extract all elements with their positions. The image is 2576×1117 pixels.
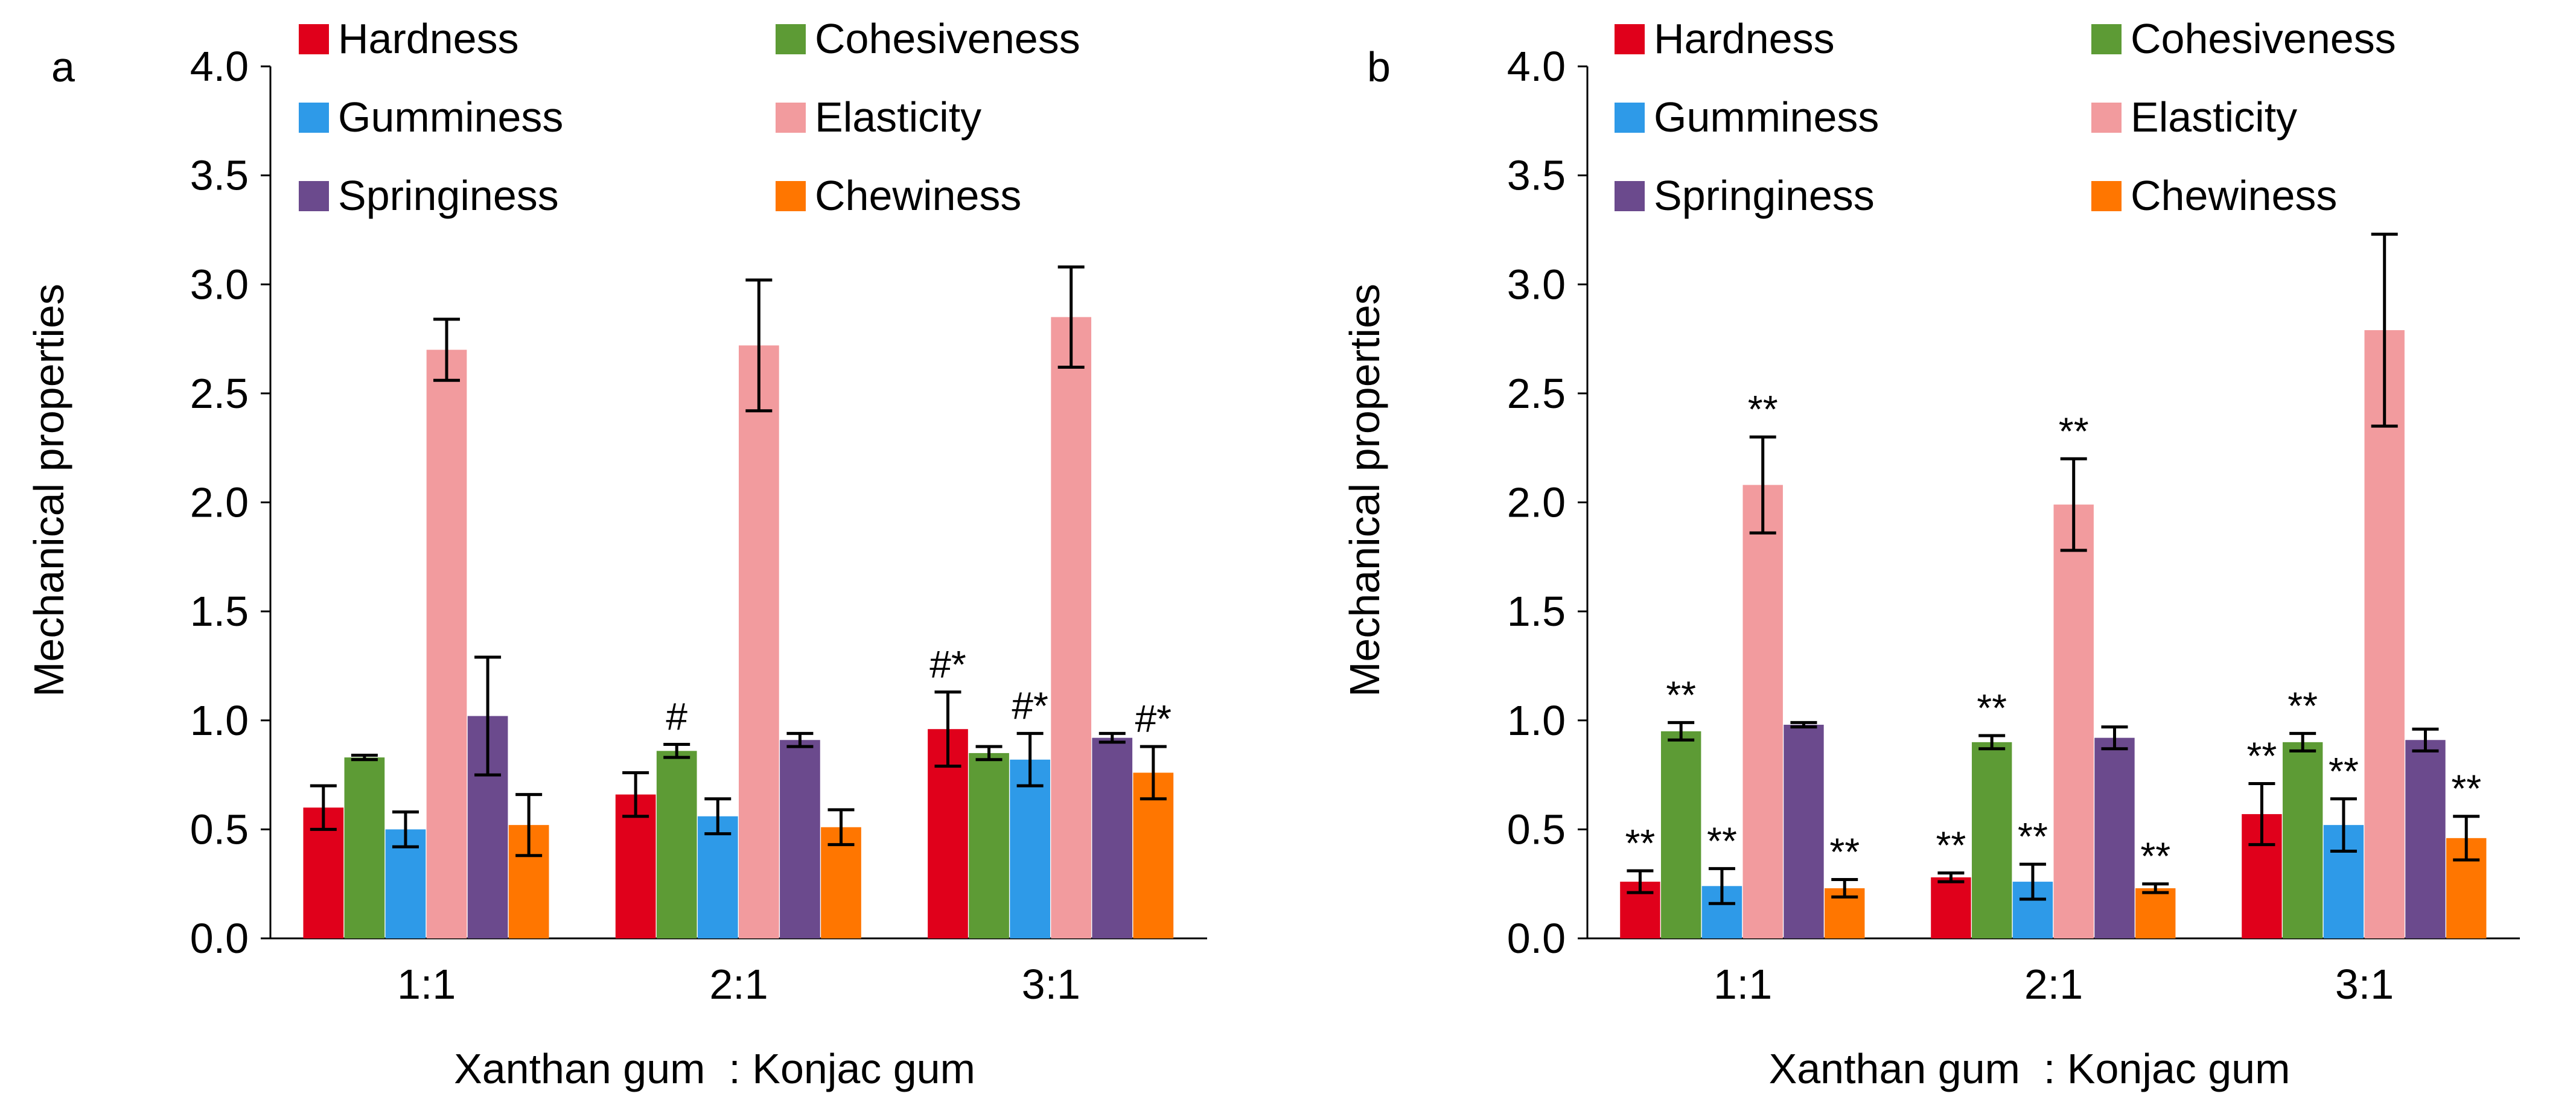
- significance-marker: **: [1936, 824, 1966, 867]
- bar-springiness-1:1: [1784, 724, 1824, 938]
- x-tick-label: 1:1: [397, 961, 456, 1008]
- y-tick-label: 0.5: [1507, 806, 1566, 853]
- legend-swatch-chewiness: [2091, 181, 2122, 211]
- significance-marker: #: [666, 695, 687, 738]
- legend-swatch-hardness: [1615, 24, 1645, 54]
- y-tick-label: 0.0: [190, 915, 249, 962]
- chart-panel-a: a 0.0 0.5 1.0 1.5 2.0 2.5 3.0 3.5 4.0 Mechanical p…: [25, 15, 1207, 1092]
- x-tick-label: 1:1: [1714, 961, 1772, 1008]
- legend-swatch-elasticity: [2091, 103, 2122, 133]
- y-tick-label: 2.5: [1507, 370, 1566, 417]
- y-axis-title: Mechanical properties: [25, 284, 72, 697]
- legend-label-chewiness: Chewiness: [815, 172, 1021, 219]
- y-tick-label: 0.0: [1507, 915, 1566, 962]
- legend-label-chewiness: Chewiness: [2131, 172, 2337, 219]
- bar-cohesiveness-1:1: [344, 757, 385, 938]
- legend-swatch-gumminess: [299, 103, 329, 133]
- legend-label-gumminess: Gumminess: [338, 94, 563, 141]
- y-tick-label: 2.5: [190, 370, 249, 417]
- legend-swatch-springiness: [299, 181, 329, 211]
- legend-swatch-hardness: [299, 24, 329, 54]
- legend-label-elasticity: Elasticity: [815, 94, 981, 141]
- legend-swatch-gumminess: [1615, 103, 1645, 133]
- legend-swatch-springiness: [1615, 181, 1645, 211]
- panel-label: a: [51, 43, 75, 91]
- significance-marker: #*: [929, 643, 966, 686]
- significance-marker: **: [1625, 821, 1656, 865]
- bar-elasticity-3:1: [2364, 330, 2405, 938]
- x-axis-title: Xanthan gum : Konjac gum: [1769, 1045, 2291, 1092]
- y-axis-title: Mechanical properties: [1341, 284, 1388, 697]
- legend-label-elasticity: Elasticity: [2131, 94, 2297, 141]
- bar-elasticity-1:1: [426, 349, 467, 938]
- significance-marker: #*: [1135, 697, 1172, 740]
- panel-label: b: [1367, 43, 1391, 91]
- bar-elasticity-2:1: [739, 345, 779, 938]
- significance-marker: **: [2329, 749, 2359, 793]
- legend-swatch-cohesiveness: [776, 24, 806, 54]
- y-tick-label: 4.0: [1507, 43, 1566, 90]
- bar-springiness-2:1: [780, 740, 820, 938]
- bar-elasticity-1:1: [1742, 485, 1783, 938]
- y-tick-label: 1.0: [1507, 697, 1566, 744]
- chart-panel-b: b 0.0 0.5 1.0 1.5 2.0 2.5 3.0 3.5 4.0 Mechanical p…: [1341, 15, 2520, 1092]
- x-tick-label: 2:1: [2024, 961, 2083, 1008]
- bar-gumminess-3:1: [1010, 759, 1050, 938]
- x-tick-label: 2:1: [709, 961, 768, 1008]
- bar-springiness-3:1: [1092, 737, 1133, 938]
- x-tick-label: 3:1: [1022, 961, 1080, 1008]
- significance-marker: **: [2451, 767, 2481, 810]
- bar-cohesiveness-2:1: [1971, 742, 2012, 938]
- bar-chewiness-2:1: [2135, 888, 2176, 938]
- significance-marker: **: [1829, 830, 1860, 873]
- y-tick-label: 4.0: [190, 43, 249, 90]
- significance-marker: **: [1666, 673, 1696, 716]
- x-tick-label: 3:1: [2335, 961, 2394, 1008]
- bar-cohesiveness-1:1: [1660, 731, 1701, 938]
- y-tick-label: 2.0: [190, 479, 249, 526]
- legend-swatch-elasticity: [776, 103, 806, 133]
- y-tick-label: 3.0: [1507, 261, 1566, 308]
- bar-cohesiveness-3:1: [2282, 742, 2323, 938]
- legend-label-hardness: Hardness: [338, 15, 519, 62]
- significance-marker: **: [2018, 815, 2048, 858]
- legend-label-springiness: Springiness: [338, 172, 559, 219]
- bar-hardness-2:1: [1931, 877, 1971, 938]
- legend-swatch-cohesiveness: [2091, 24, 2122, 54]
- legend-label-springiness: Springiness: [1654, 172, 1875, 219]
- y-tick-label: 3.0: [190, 261, 249, 308]
- significance-marker: #*: [1012, 684, 1048, 727]
- y-tick-label: 1.5: [1507, 588, 1566, 635]
- bar-gumminess-2:1: [697, 816, 738, 938]
- y-tick-label: 0.5: [190, 806, 249, 853]
- significance-marker: **: [2059, 409, 2089, 453]
- y-tick-label: 1.0: [190, 697, 249, 744]
- bar-cohesiveness-2:1: [656, 751, 697, 938]
- significance-marker: **: [2247, 734, 2277, 778]
- bar-cohesiveness-3:1: [969, 753, 1009, 938]
- legend-label-gumminess: Gumminess: [1654, 94, 1879, 141]
- legend-swatch-chewiness: [776, 181, 806, 211]
- x-axis-title: Xanthan gum : Konjac gum: [454, 1045, 975, 1092]
- bar-springiness-2:1: [2094, 737, 2135, 938]
- legend-label-cohesiveness: Cohesiveness: [815, 15, 1080, 62]
- bar-elasticity-3:1: [1051, 317, 1092, 938]
- significance-marker: **: [1977, 686, 2007, 730]
- bar-springiness-3:1: [2405, 740, 2446, 938]
- bar-hardness-2:1: [615, 794, 656, 938]
- legend-label-cohesiveness: Cohesiveness: [2131, 15, 2396, 62]
- y-tick-label: 3.5: [190, 152, 249, 199]
- y-tick-label: 2.0: [1507, 479, 1566, 526]
- significance-marker: **: [1707, 819, 1737, 862]
- legend-label-hardness: Hardness: [1654, 15, 1835, 62]
- bar-elasticity-2:1: [2053, 504, 2094, 938]
- significance-marker: **: [2140, 835, 2170, 878]
- y-tick-label: 3.5: [1507, 152, 1566, 199]
- significance-marker: **: [1748, 387, 1778, 431]
- significance-marker: **: [2287, 684, 2318, 727]
- y-tick-label: 1.5: [190, 588, 249, 635]
